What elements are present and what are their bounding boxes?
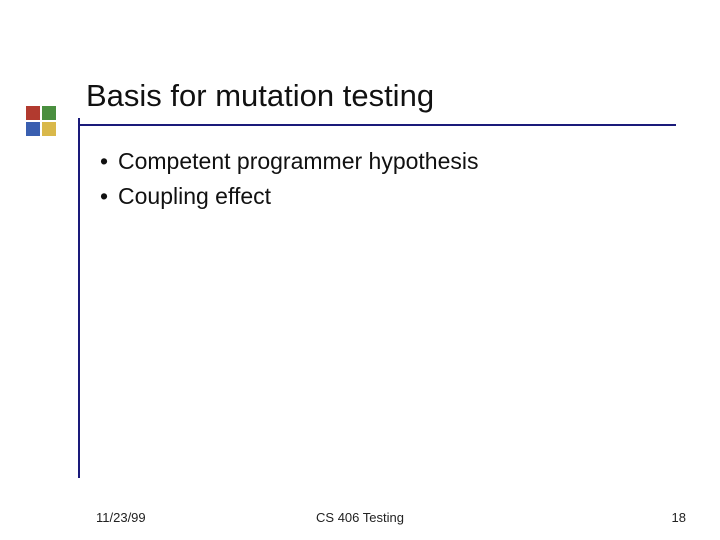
slide-title: Basis for mutation testing <box>86 78 440 114</box>
footer-course: CS 406 Testing <box>0 510 720 525</box>
accent-square-tr <box>42 106 56 120</box>
slide: Basis for mutation testing • Competent p… <box>0 0 720 540</box>
accent-square-tl <box>26 106 40 120</box>
accent-squares <box>26 106 56 136</box>
title-underline <box>78 124 676 126</box>
left-rule <box>78 60 80 478</box>
bullet-text: Coupling effect <box>118 181 271 212</box>
accent-square-bl <box>26 122 40 136</box>
bullet-item: • Competent programmer hypothesis <box>100 146 479 177</box>
bullet-text: Competent programmer hypothesis <box>118 146 479 177</box>
bullet-list: • Competent programmer hypothesis • Coup… <box>100 146 479 216</box>
bullet-item: • Coupling effect <box>100 181 479 212</box>
footer-page-number: 18 <box>672 510 686 525</box>
bullet-dot-icon: • <box>100 146 118 177</box>
accent-square-br <box>42 122 56 136</box>
bullet-dot-icon: • <box>100 181 118 212</box>
